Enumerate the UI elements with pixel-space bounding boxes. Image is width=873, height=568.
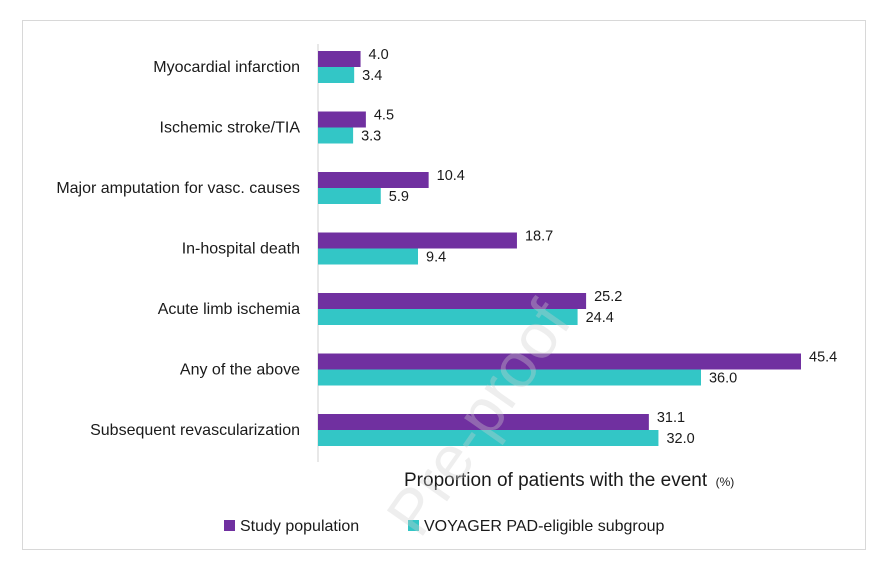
legend: Study population VOYAGER PAD-eligible su… — [224, 518, 665, 535]
value-label-study-population-major-amputation-for-vasc-causes: 10.4 — [437, 168, 465, 184]
bar-voyager-pad-eligible-subgroup-any-of-the-above — [318, 369, 701, 386]
value-label-study-population-ischemic-stroke-tia: 4.5 — [374, 108, 394, 124]
bar-voyager-pad-eligible-subgroup-major-amputation-for-vasc-causes — [318, 188, 381, 204]
category-label-ischemic-stroke-tia: Ischemic stroke/TIA — [160, 120, 301, 137]
category-label-subsequent-revascularization: Subsequent revascularization — [90, 422, 300, 439]
bar-study-population-acute-limb-ischemia — [318, 293, 587, 309]
category-labels: Myocardial infarction Ischemic stroke/TIA… — [56, 59, 300, 439]
value-label-study-population-acute-limb-ischemia: 25.2 — [594, 289, 622, 305]
value-label-study-population-in-hospital-death: 18.7 — [525, 229, 553, 245]
bar-voyager-pad-eligible-subgroup-subsequent-revascularization — [318, 430, 659, 446]
bar-voyager-pad-eligible-subgroup-acute-limb-ischemia — [318, 309, 578, 325]
value-label-study-population-subsequent-revascularization: 31.1 — [657, 410, 685, 426]
category-label-any-of-the-above: Any of the above — [180, 362, 300, 379]
category-label-major-amputation-for-vasc-causes: Major amputation for vasc. causes — [56, 180, 300, 197]
value-label-voyager-pad-eligible-subgroup-any-of-the-above: 36.0 — [709, 371, 737, 387]
x-axis-label: Proportion of patients with the event (%… — [404, 470, 734, 491]
value-label-voyager-pad-eligible-subgroup-myocardial-infarction: 3.4 — [362, 68, 382, 84]
value-label-voyager-pad-eligible-subgroup-acute-limb-ischemia: 24.4 — [586, 310, 614, 326]
value-label-voyager-pad-eligible-subgroup-ischemic-stroke-tia: 3.3 — [361, 129, 381, 145]
bar-study-population-major-amputation-for-vasc-causes — [318, 172, 429, 188]
bar-voyager-pad-eligible-subgroup-ischemic-stroke-tia — [318, 127, 354, 144]
bar-voyager-pad-eligible-subgroup-myocardial-infarction — [318, 67, 355, 83]
legend-swatch-study-population — [224, 520, 235, 531]
category-label-myocardial-infarction: Myocardial infarction — [153, 59, 300, 76]
bar-study-population-ischemic-stroke-tia — [318, 111, 366, 128]
value-label-study-population-any-of-the-above: 45.4 — [809, 350, 837, 366]
bars-group — [318, 51, 801, 446]
bar-study-population-any-of-the-above — [318, 353, 801, 370]
value-label-voyager-pad-eligible-subgroup-major-amputation-for-vasc-causes: 5.9 — [389, 189, 409, 205]
bar-study-population-in-hospital-death — [318, 232, 517, 249]
legend-label-study-population: Study population — [240, 518, 359, 535]
value-label-study-population-myocardial-infarction: 4.0 — [369, 47, 389, 63]
legend-swatch-voyager-subgroup — [408, 520, 419, 531]
value-labels: 4.0 3.4 4.5 3.3 10.4 5.9 18.7 9.4 25.2 24.4 45.4 36… — [361, 47, 837, 447]
bar-study-population-myocardial-infarction — [318, 51, 361, 67]
bar-voyager-pad-eligible-subgroup-in-hospital-death — [318, 248, 419, 265]
bar-study-population-subsequent-revascularization — [318, 414, 649, 430]
value-label-voyager-pad-eligible-subgroup-in-hospital-death: 9.4 — [426, 250, 446, 266]
category-label-in-hospital-death: In-hospital death — [182, 241, 300, 258]
category-label-acute-limb-ischemia: Acute limb ischemia — [158, 301, 300, 318]
value-label-voyager-pad-eligible-subgroup-subsequent-revascularization: 32.0 — [666, 431, 694, 447]
legend-label-voyager-subgroup: VOYAGER PAD-eligible subgroup — [424, 518, 665, 535]
chart-frame — [22, 20, 866, 550]
